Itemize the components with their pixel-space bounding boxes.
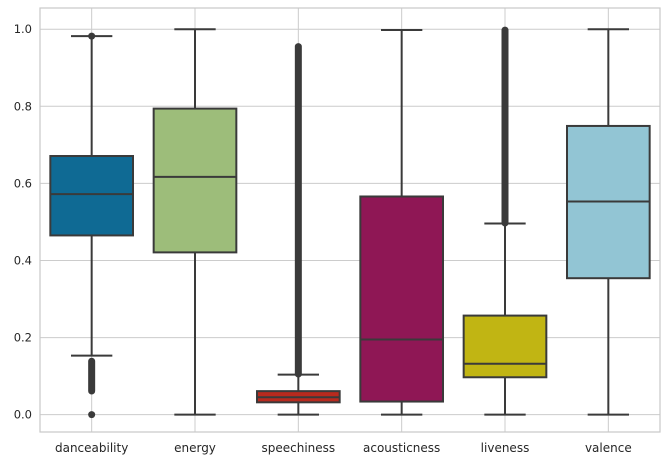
y-tick-label: 0.0: [14, 408, 32, 422]
x-tick-label: liveness: [481, 441, 530, 455]
x-tick-label: valence: [585, 441, 632, 455]
x-tick-label: energy: [174, 441, 216, 455]
x-tick-label: danceability: [55, 441, 128, 455]
y-tick-label: 0.4: [14, 253, 32, 267]
box-energy: [152, 28, 238, 416]
box-speechiness: [256, 43, 341, 416]
outliers-high: [501, 26, 509, 227]
y-tick-label: 1.0: [14, 22, 32, 36]
box-danceability: [49, 32, 134, 419]
y-tick-label: 0.2: [14, 331, 32, 345]
box-liveness: [462, 26, 548, 416]
x-tick-label: acousticness: [363, 441, 440, 455]
outliers-high: [294, 43, 302, 378]
y-tick-label: 0.6: [14, 176, 32, 190]
outliers-low: [88, 357, 96, 395]
iqr-box: [152, 107, 238, 254]
iqr-box: [49, 155, 134, 237]
iqr-box: [462, 314, 548, 379]
box-acousticness: [359, 28, 445, 416]
axis-layer: 0.0 0.2 0.4 0.6 0.8 1.0 danceability energy spee…: [14, 7, 661, 455]
y-tick-label: 0.8: [14, 99, 32, 113]
plot-frame: [39, 7, 661, 433]
x-tick-label: speechiness: [261, 441, 335, 455]
box-layer: [49, 26, 651, 419]
box-valence: [566, 28, 651, 416]
outlier-point: [88, 411, 96, 419]
outlier-point: [88, 32, 96, 40]
iqr-box: [359, 195, 445, 403]
